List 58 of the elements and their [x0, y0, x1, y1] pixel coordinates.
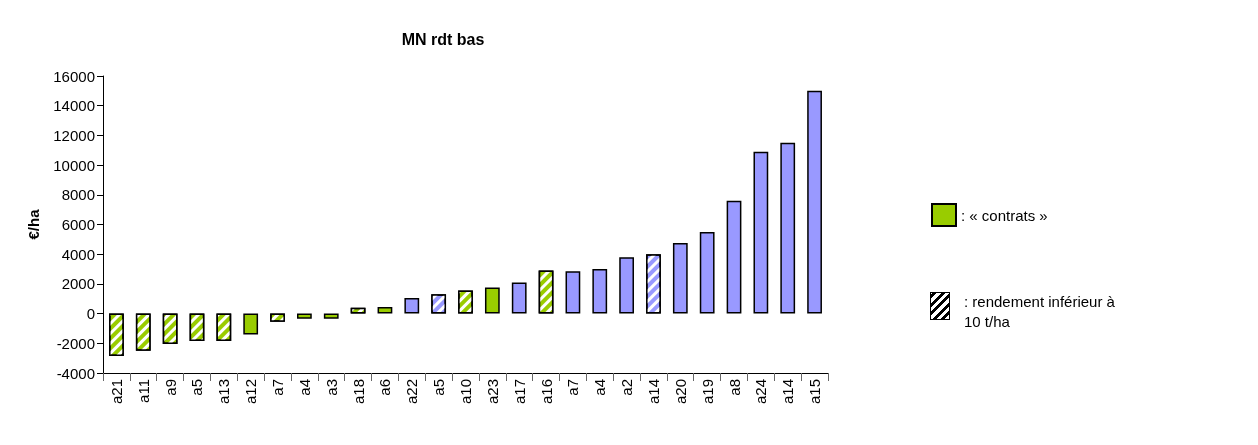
x-tick-label: a5	[430, 379, 448, 396]
x-tick-label: a19	[698, 379, 716, 405]
x-tick-label: a11	[134, 379, 152, 403]
legend-label: : « contrats »	[961, 206, 1048, 224]
bar	[484, 287, 500, 314]
x-tick-label: a14	[779, 379, 797, 405]
y-axis-title: €/ha	[25, 208, 42, 240]
x-tick-label: a14	[644, 379, 662, 405]
y-tick-label: 10000	[53, 156, 95, 174]
x-tick-label: a2	[618, 379, 636, 396]
bar	[297, 313, 312, 319]
x-tick-label: a22	[403, 379, 421, 405]
bar	[592, 269, 608, 314]
y-tick-label: 6000	[61, 216, 95, 233]
x-tick-label: a10	[457, 379, 474, 405]
y-tick-label: 8000	[61, 186, 95, 204]
bar	[323, 313, 339, 319]
y-tick-label: 14000	[53, 97, 95, 115]
x-tick-label: a24	[752, 379, 770, 405]
bar	[511, 282, 527, 314]
x-tick-label: a4	[295, 379, 313, 396]
bar	[243, 313, 259, 335]
x-tick-label: a21	[107, 379, 125, 405]
x-tick-label: a18	[349, 379, 367, 405]
bar	[753, 151, 769, 314]
x-tick-label: a6	[376, 379, 394, 396]
x-tick-label: a8	[725, 379, 743, 396]
bar	[565, 271, 581, 314]
bar	[699, 231, 715, 314]
y-tick-label: 12000	[53, 126, 95, 144]
chart-title: MN rdt bas	[401, 30, 485, 48]
y-tick-label: -2000	[56, 334, 95, 352]
x-tick-label: a16	[537, 379, 555, 405]
bar	[672, 243, 688, 314]
bar	[377, 306, 393, 314]
x-tick-label: a3	[322, 379, 340, 396]
bar	[780, 142, 796, 314]
x-tick-label: a23	[483, 379, 501, 405]
x-tick-label: a12	[242, 379, 260, 405]
text: : rendement inférieur à 10 t/ha	[964, 292, 1120, 330]
y-tick-label: 2000	[61, 275, 95, 293]
bar	[619, 257, 634, 314]
y-tick-label: 0	[86, 305, 95, 323]
x-tick-label: a17	[510, 379, 528, 405]
x-tick-label: a13	[215, 379, 233, 405]
y-tick-label: 16000	[53, 67, 95, 85]
bar	[807, 90, 822, 314]
x-tick-label: a20	[671, 379, 689, 405]
y-tick-label: -4000	[56, 364, 95, 382]
x-tick-label: a9	[161, 379, 179, 396]
x-tick-label: a7	[564, 379, 582, 396]
x-tick-label: a7	[269, 379, 287, 396]
y-tick-label: 4000	[61, 245, 95, 263]
bar	[404, 298, 420, 314]
x-tick-label: a15	[806, 379, 824, 405]
x-tick-label: a4	[591, 379, 609, 396]
x-tick-label: a5	[188, 379, 206, 396]
bar	[726, 200, 742, 314]
